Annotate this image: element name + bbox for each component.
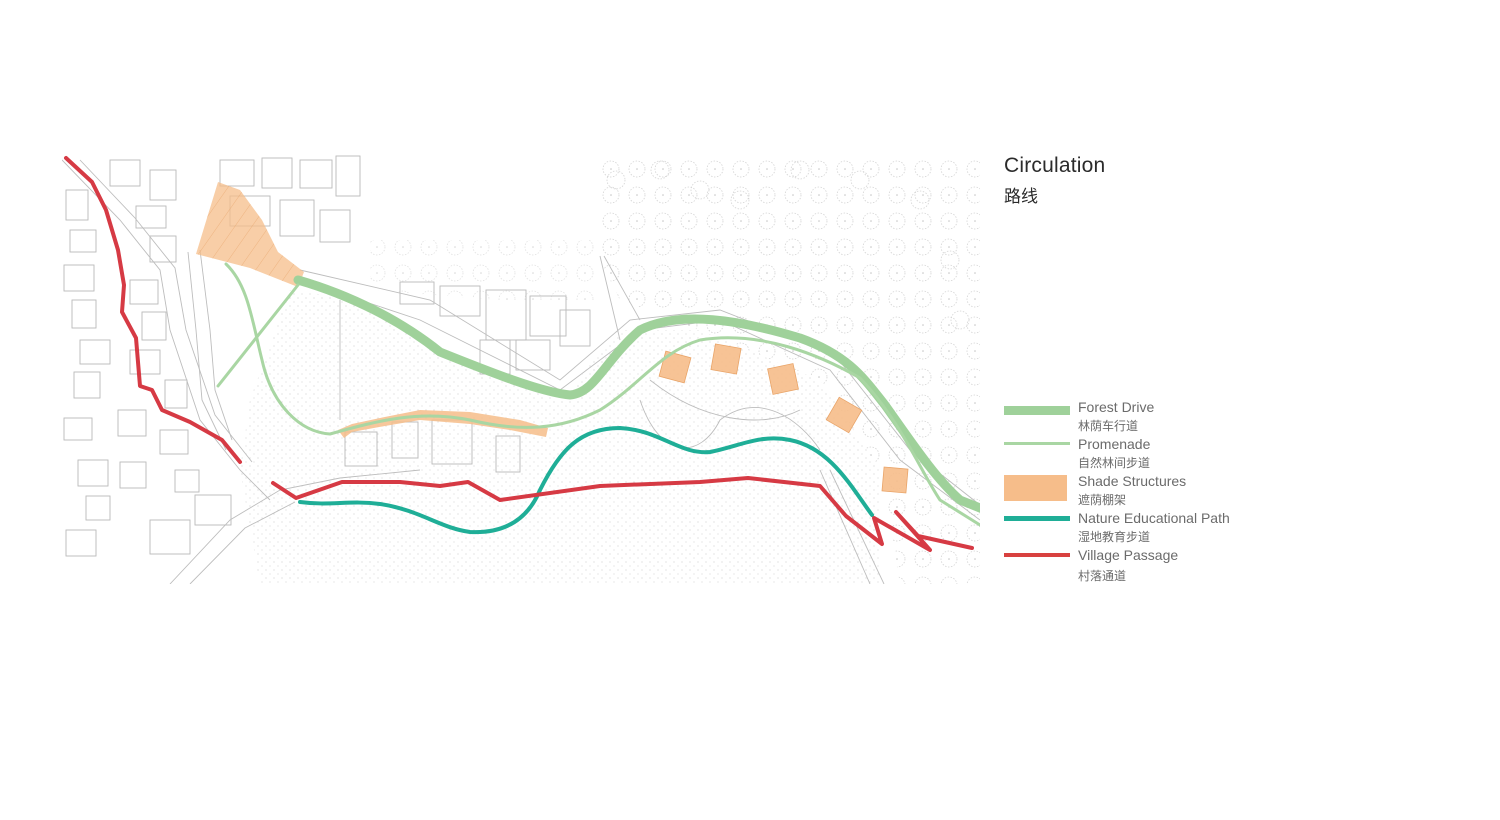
village-passage-routes	[64, 156, 974, 552]
legend-label: Promenade	[1078, 436, 1151, 452]
shade-structure-strip	[338, 410, 548, 438]
shade-structures-swatch	[1004, 475, 1067, 501]
legend-title: Circulation	[1004, 154, 1106, 177]
legend-sublabel: 湿地教育步道	[1078, 530, 1151, 544]
legend-label: Shade Structures	[1078, 473, 1187, 489]
village-passage-swatch	[1004, 553, 1070, 557]
promenade-routes	[216, 262, 980, 527]
village-trees	[606, 160, 970, 330]
forest-canopy-west	[370, 240, 600, 300]
nature-path-swatch	[1004, 516, 1070, 521]
legend-item-promenade: Promenade 自然林间步道	[1004, 436, 1304, 472]
promenade-swatch	[1004, 442, 1070, 445]
legend-item-village-passage: Village Passage 村落通道	[1004, 547, 1304, 583]
forest-drive-swatch	[1004, 406, 1070, 415]
legend-label: Forest Drive	[1078, 399, 1155, 415]
legend-subtitle: 路线	[1004, 187, 1038, 206]
legend-sublabel: 林荫车行道	[1078, 419, 1139, 433]
legend-label: Village Passage	[1078, 547, 1179, 563]
legend-item-nature-educational-path: Nature Educational Path 湿地教育步道	[1004, 510, 1304, 546]
nature-educational-path-route	[298, 426, 874, 535]
legend-sublabel: 自然林间步道	[1078, 456, 1151, 470]
legend-label: Nature Educational Path	[1078, 510, 1230, 526]
legend-item-shade-structures: Shade Structures 遮荫棚架	[1004, 473, 1304, 509]
legend-sublabel: 村落通道	[1078, 569, 1127, 583]
forest-drive-route	[293, 275, 980, 513]
road-network	[62, 159, 980, 584]
legend-item-forest-drive: Forest Drive 林荫车行道	[1004, 399, 1304, 435]
shade-pavilions	[658, 343, 909, 494]
legend-sublabel: 遮荫棚架	[1078, 493, 1127, 507]
village-buildings	[63, 155, 591, 557]
